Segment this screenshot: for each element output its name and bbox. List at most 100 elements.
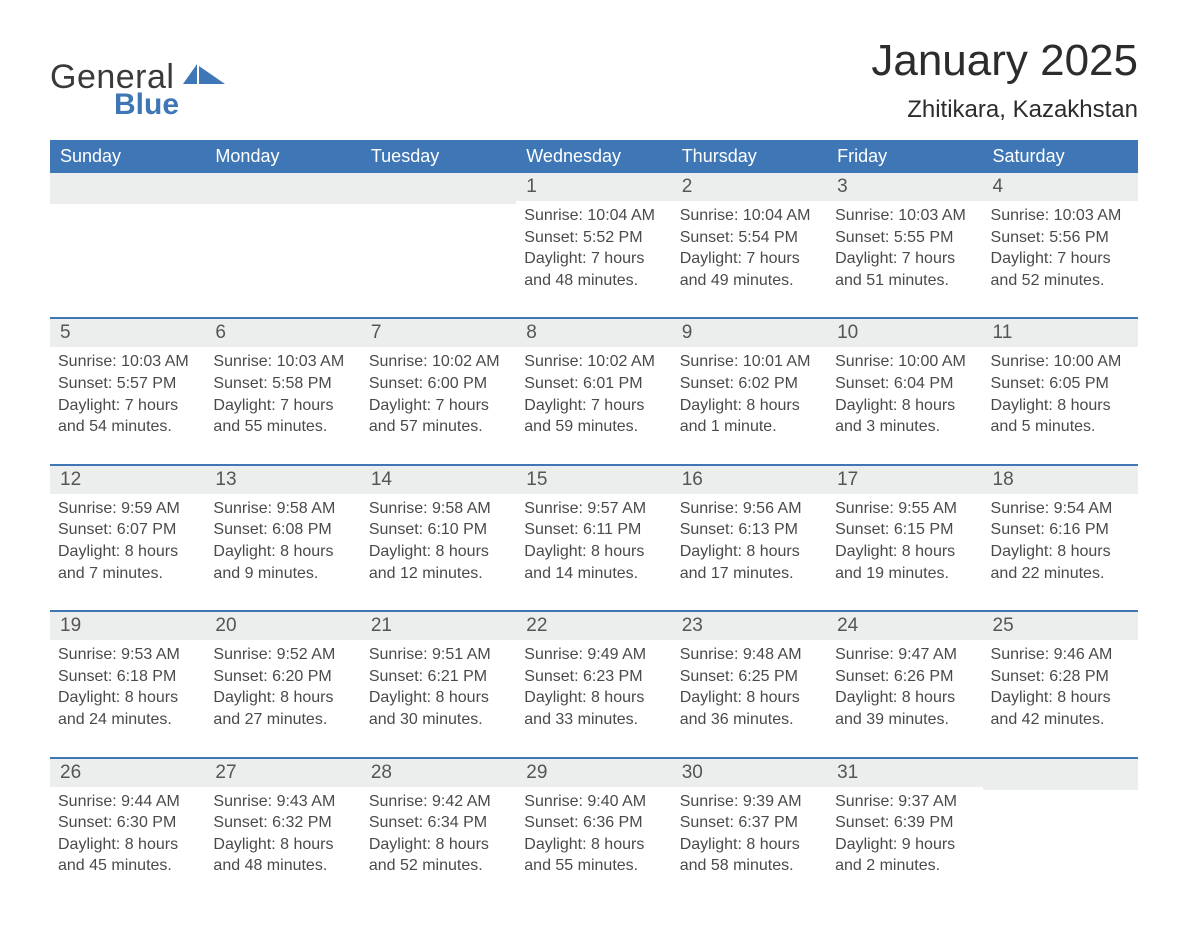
day-cell: 26 Sunrise: 9:44 AMSunset: 6:30 PMDayligh… [50, 758, 205, 903]
day-details: Sunrise: 9:43 AMSunset: 6:32 PMDaylight:… [213, 791, 352, 877]
day-cell: 18 Sunrise: 9:54 AMSunset: 6:16 PMDayligh… [983, 465, 1138, 611]
day-cell [50, 173, 205, 318]
day-details: Sunrise: 9:56 AMSunset: 6:13 PMDaylight:… [680, 498, 819, 584]
week-row: 5Sunrise: 10:03 AMSunset: 5:57 PMDayligh… [50, 318, 1138, 464]
day-cell: 29Sunrise: 9:40 AMSunset: 6:36 PMDayligh… [516, 758, 671, 903]
sunset-text: Sunset: 6:00 PM [369, 373, 508, 395]
day-number [361, 173, 516, 204]
day-details: Sunrise: 9:58 AMSunset: 6:08 PMDaylight:… [213, 498, 352, 584]
day-number: 15 [516, 466, 671, 494]
sunrise-text: Sunrise: 9:55 AM [835, 498, 974, 520]
calendar-header: SundayMondayTuesdayWednesdayThursdayFrid… [50, 140, 1138, 173]
daylight-text: and 45 minutes. [58, 855, 197, 877]
day-details: Sunrise: 9:59 AMSunset: 6:07 PMDaylight:… [58, 498, 197, 584]
sunset-text: Sunset: 6:13 PM [680, 519, 819, 541]
daylight-text: Daylight: 8 hours [680, 687, 819, 709]
day-number: 26 [50, 759, 205, 787]
day-number: 14 [361, 466, 516, 494]
daylight-text: Daylight: 8 hours [835, 541, 974, 563]
day-cell: 12 Sunrise: 9:59 AMSunset: 6:07 PMDayligh… [50, 465, 205, 611]
day-cell: 23Sunrise: 9:48 AMSunset: 6:25 PMDayligh… [672, 611, 827, 757]
daylight-text: Daylight: 8 hours [58, 687, 197, 709]
day-number: 24 [827, 612, 982, 640]
weekday-wednesday: Wednesday [516, 140, 671, 173]
sunrise-text: Sunrise: 9:40 AM [524, 791, 663, 813]
sunrise-text: Sunrise: 9:56 AM [680, 498, 819, 520]
day-number: 11 [983, 319, 1138, 347]
day-number: 19 [50, 612, 205, 640]
sunset-text: Sunset: 6:01 PM [524, 373, 663, 395]
sunrise-text: Sunrise: 9:54 AM [991, 498, 1130, 520]
day-cell: 6Sunrise: 10:03 AMSunset: 5:58 PMDayligh… [205, 318, 360, 464]
sunrise-text: Sunrise: 9:39 AM [680, 791, 819, 813]
sunrise-text: Sunrise: 9:58 AM [369, 498, 508, 520]
day-details: Sunrise: 9:44 AMSunset: 6:30 PMDaylight:… [58, 791, 197, 877]
sunset-text: Sunset: 6:11 PM [524, 519, 663, 541]
day-details: Sunrise: 9:51 AMSunset: 6:21 PMDaylight:… [369, 644, 508, 730]
day-number: 18 [983, 466, 1138, 494]
sunrise-text: Sunrise: 9:51 AM [369, 644, 508, 666]
daylight-text: and 3 minutes. [835, 416, 974, 438]
sunset-text: Sunset: 6:28 PM [991, 666, 1130, 688]
day-details: Sunrise: 10:02 AMSunset: 6:00 PMDaylight… [369, 351, 508, 437]
daylight-text: Daylight: 8 hours [213, 541, 352, 563]
day-details: Sunrise: 9:53 AMSunset: 6:18 PMDaylight:… [58, 644, 197, 730]
daylight-text: and 39 minutes. [835, 709, 974, 731]
day-details: Sunrise: 10:03 AMSunset: 5:56 PMDaylight… [991, 205, 1130, 291]
sunset-text: Sunset: 5:57 PM [58, 373, 197, 395]
sunrise-text: Sunrise: 9:53 AM [58, 644, 197, 666]
day-number: 22 [516, 612, 671, 640]
daylight-text: Daylight: 7 hours [369, 395, 508, 417]
day-cell: 27Sunrise: 9:43 AMSunset: 6:32 PMDayligh… [205, 758, 360, 903]
daylight-text: Daylight: 9 hours [835, 834, 974, 856]
day-details: Sunrise: 10:04 AMSunset: 5:52 PMDaylight… [524, 205, 663, 291]
calendar-body: 1Sunrise: 10:04 AMSunset: 5:52 PMDayligh… [50, 173, 1138, 903]
day-cell: 22 Sunrise: 9:49 AMSunset: 6:23 PMDayligh… [516, 611, 671, 757]
daylight-text: and 48 minutes. [524, 270, 663, 292]
sunset-text: Sunset: 6:20 PM [213, 666, 352, 688]
sunset-text: Sunset: 6:37 PM [680, 812, 819, 834]
day-number [50, 173, 205, 204]
daylight-text: Daylight: 8 hours [680, 834, 819, 856]
daylight-text: Daylight: 7 hours [524, 395, 663, 417]
daylight-text: and 19 minutes. [835, 563, 974, 585]
day-cell: 2Sunrise: 10:04 AMSunset: 5:54 PMDayligh… [672, 173, 827, 318]
week-row: 26 Sunrise: 9:44 AMSunset: 6:30 PMDayligh… [50, 758, 1138, 903]
daylight-text: and 58 minutes. [680, 855, 819, 877]
sunrise-text: Sunrise: 10:01 AM [680, 351, 819, 373]
daylight-text: Daylight: 7 hours [835, 248, 974, 270]
sunset-text: Sunset: 6:23 PM [524, 666, 663, 688]
day-cell: 1Sunrise: 10:04 AMSunset: 5:52 PMDayligh… [516, 173, 671, 318]
header: General Blue January 2025 Zhitikara, Kaz… [50, 36, 1138, 124]
week-row: 12 Sunrise: 9:59 AMSunset: 6:07 PMDayligh… [50, 465, 1138, 611]
day-details: Sunrise: 9:54 AMSunset: 6:16 PMDaylight:… [991, 498, 1130, 584]
day-cell: 10Sunrise: 10:00 AMSunset: 6:04 PMDaylig… [827, 318, 982, 464]
day-cell: 8Sunrise: 10:02 AMSunset: 6:01 PMDayligh… [516, 318, 671, 464]
sunrise-text: Sunrise: 9:48 AM [680, 644, 819, 666]
weekday-monday: Monday [205, 140, 360, 173]
day-number: 5 [50, 319, 205, 347]
sunrise-text: Sunrise: 10:00 AM [835, 351, 974, 373]
daylight-text: and 55 minutes. [213, 416, 352, 438]
sunset-text: Sunset: 6:39 PM [835, 812, 974, 834]
sunrise-text: Sunrise: 10:02 AM [369, 351, 508, 373]
day-details: Sunrise: 9:49 AMSunset: 6:23 PMDaylight:… [524, 644, 663, 730]
sunrise-text: Sunrise: 9:42 AM [369, 791, 508, 813]
daylight-text: and 36 minutes. [680, 709, 819, 731]
day-details: Sunrise: 9:39 AMSunset: 6:37 PMDaylight:… [680, 791, 819, 877]
day-number: 9 [672, 319, 827, 347]
sunset-text: Sunset: 6:15 PM [835, 519, 974, 541]
sunset-text: Sunset: 6:05 PM [991, 373, 1130, 395]
day-number: 16 [672, 466, 827, 494]
daylight-text: Daylight: 8 hours [213, 687, 352, 709]
day-cell: 31Sunrise: 9:37 AMSunset: 6:39 PMDayligh… [827, 758, 982, 903]
sunrise-text: Sunrise: 9:37 AM [835, 791, 974, 813]
day-details: Sunrise: 9:52 AMSunset: 6:20 PMDaylight:… [213, 644, 352, 730]
daylight-text: and 48 minutes. [213, 855, 352, 877]
weekday-sunday: Sunday [50, 140, 205, 173]
day-number: 6 [205, 319, 360, 347]
daylight-text: Daylight: 8 hours [524, 687, 663, 709]
daylight-text: and 52 minutes. [991, 270, 1130, 292]
daylight-text: and 14 minutes. [524, 563, 663, 585]
day-number: 12 [50, 466, 205, 494]
